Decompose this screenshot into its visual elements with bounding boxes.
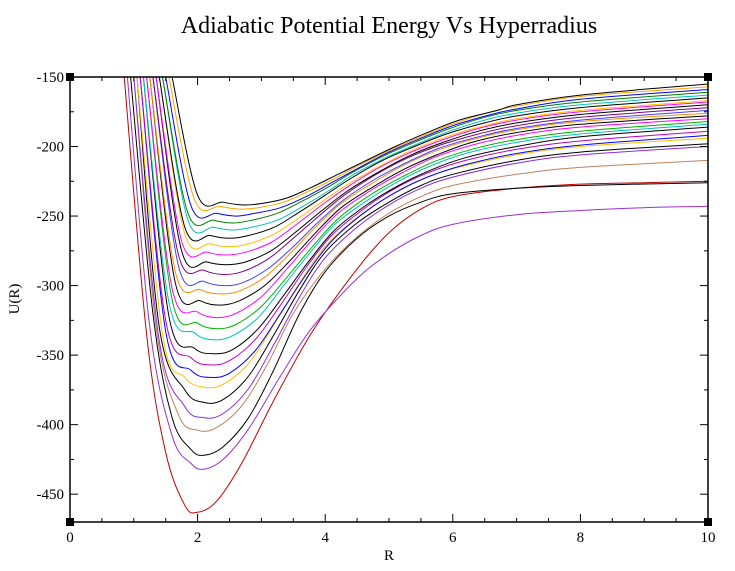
series-line-3	[130, 77, 708, 456]
series-line-1	[123, 77, 708, 514]
series-line-21	[158, 77, 708, 242]
series-line-25	[168, 77, 708, 212]
series-line-22	[162, 77, 708, 234]
y-tick-label: -350	[37, 348, 65, 364]
series-line-8	[139, 77, 708, 379]
x-tick-label: 0	[66, 530, 74, 546]
x-tick-label: 6	[449, 530, 457, 546]
series-line-4	[133, 77, 708, 432]
series-line-20	[158, 77, 708, 250]
corner-handle	[704, 73, 712, 81]
ticks-layer: 0 2 4 6 8 10 -450 -400 -350 -300 -250 -200 -150	[37, 70, 716, 546]
x-tick-label: 8	[577, 530, 585, 546]
y-tick-label: -150	[37, 70, 65, 86]
series-line-9	[139, 77, 708, 366]
x-tick-label: 10	[701, 530, 716, 546]
series-line-23	[162, 77, 708, 227]
y-tick-label: -300	[37, 279, 65, 295]
corner-markers	[66, 73, 712, 526]
series-line-2	[126, 77, 708, 470]
series-line-18	[155, 77, 708, 268]
y-axis-label: U(R)	[7, 284, 23, 315]
series-layer	[123, 77, 708, 514]
y-tick-label: -400	[37, 418, 65, 434]
x-tick-label: 4	[321, 530, 329, 546]
series-line-24	[165, 77, 708, 219]
series-line-10	[142, 77, 708, 355]
x-tick-label: 2	[194, 530, 202, 546]
series-line-11	[142, 77, 708, 341]
series-line-26	[171, 77, 708, 207]
y-tick-label: -450	[37, 487, 65, 503]
y-tick-label: -250	[37, 209, 65, 225]
series-line-15	[149, 77, 708, 295]
series-line-14	[149, 77, 708, 306]
corner-handle	[66, 518, 74, 526]
series-line-16	[152, 77, 708, 287]
series-line-6	[136, 77, 708, 404]
series-line-19	[155, 77, 708, 258]
series-line-12	[146, 77, 708, 330]
corner-handle	[66, 73, 74, 81]
series-line-13	[146, 77, 708, 319]
y-tick-label: -200	[37, 140, 65, 156]
x-axis-label: R	[384, 548, 394, 564]
series-line-17	[152, 77, 708, 276]
corner-handle	[704, 518, 712, 526]
series-line-5	[133, 77, 708, 419]
series-line-7	[136, 77, 708, 389]
chart-title: Adiabatic Potential Energy Vs Hyperradiu…	[181, 13, 597, 39]
